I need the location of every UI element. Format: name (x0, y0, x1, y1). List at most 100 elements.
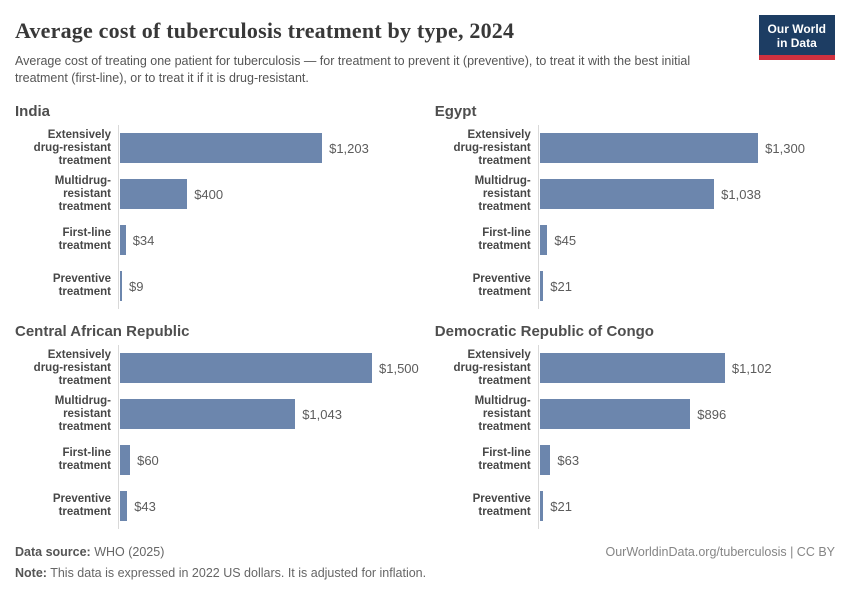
value-label: $1,043 (302, 406, 342, 422)
bar-track: $60 (118, 437, 419, 483)
bar[interactable] (120, 225, 126, 255)
bar-track: $43 (118, 483, 419, 529)
panel-rows: Extensively drug-resistant treatment $1,… (435, 125, 835, 309)
bar[interactable] (539, 225, 548, 255)
panel-democratic-republic-of-congo: Democratic Republic of Congo Extensively… (435, 323, 835, 529)
bar-row: First-line treatment $45 (435, 217, 835, 263)
bar-row: First-line treatment $63 (435, 437, 835, 483)
category-label: Preventive treatment (472, 273, 531, 298)
category-label: Extensively drug-resistant treatment (33, 348, 111, 387)
bar-track: $896 (537, 391, 835, 437)
note-text: This data is expressed in 2022 US dollar… (46, 566, 427, 580)
bar-row: Multidrug-resistant treatment $400 (15, 171, 419, 217)
panel-title: Central African Republic (15, 323, 190, 340)
bar[interactable] (539, 179, 715, 209)
category-label: Extensively drug-resistant treatment (33, 128, 111, 167)
value-label: $34 (132, 232, 155, 248)
category-label: First-line treatment (478, 227, 531, 252)
category-label: Preventive treatment (52, 493, 111, 518)
title-block: Average cost of tuberculosis treatment b… (15, 12, 759, 86)
panel-rows: Extensively drug-resistant treatment $1,… (15, 345, 419, 529)
owid-logo-line2: in Data (776, 36, 817, 50)
bar-row: Extensively drug-resistant treatment $1,… (15, 125, 419, 171)
bar-track: $1,300 (537, 125, 835, 171)
category-label: First-line treatment (58, 227, 111, 252)
bar-track: $1,102 (537, 345, 835, 391)
bar-track: $21 (537, 263, 835, 309)
panel-title: Democratic Republic of Congo (434, 323, 654, 340)
category-label: First-line treatment (58, 447, 111, 472)
panels-grid: India Extensively drug-resistant treatme… (15, 103, 835, 529)
panel-title: Egypt (434, 103, 477, 120)
note-label: Note: (15, 566, 47, 580)
panel-rows: Extensively drug-resistant treatment $1,… (435, 345, 835, 529)
data-source-line: Data source: WHO (2025) (15, 545, 426, 559)
bar-track: $1,500 (118, 345, 419, 391)
category-label: Preventive treatment (52, 273, 111, 298)
value-label: $896 (697, 406, 727, 422)
value-label: $1,102 (731, 360, 772, 376)
value-label: $45 (554, 232, 577, 248)
bar[interactable] (539, 491, 544, 521)
bar-row: Extensively drug-resistant treatment $1,… (435, 125, 835, 171)
footer-notes: Data source: WHO (2025) Note: This data … (15, 545, 426, 587)
bar-row: Preventive treatment $9 (15, 263, 419, 309)
bar[interactable] (120, 491, 128, 521)
bar-row: Extensively drug-resistant treatment $1,… (15, 345, 419, 391)
bar[interactable] (539, 271, 544, 301)
bar-row: Multidrug-resistant treatment $1,043 (15, 391, 419, 437)
category-label: Preventive treatment (472, 493, 531, 518)
bar[interactable] (120, 179, 188, 209)
bar-track: $63 (537, 437, 835, 483)
value-label: $1,500 (379, 360, 419, 376)
panel-central-african-republic: Central African Republic Extensively dru… (15, 323, 419, 529)
value-label: $43 (134, 498, 156, 514)
bar-row: First-line treatment $34 (15, 217, 419, 263)
bar[interactable] (539, 133, 759, 163)
panel-india: India Extensively drug-resistant treatme… (15, 103, 419, 309)
bar-track: $34 (118, 217, 419, 263)
value-label: $400 (194, 186, 224, 202)
data-source-text: WHO (2025) (90, 545, 165, 559)
bar[interactable] (120, 353, 372, 383)
bar-row: Preventive treatment $43 (15, 483, 419, 529)
value-label: $60 (137, 452, 159, 468)
value-label: $9 (129, 278, 144, 294)
bar-track: $400 (118, 171, 419, 217)
value-label: $1,203 (329, 140, 369, 156)
bar-row: Multidrug-resistant treatment $896 (435, 391, 835, 437)
bar-row: First-line treatment $60 (15, 437, 419, 483)
bar-track: $45 (537, 217, 835, 263)
owid-logo[interactable]: Our World in Data (758, 15, 835, 60)
bar-track: $21 (537, 483, 835, 529)
chart-subtitle: Average cost of treating one patient for… (15, 54, 691, 85)
chart-header: Average cost of tuberculosis treatment b… (15, 12, 835, 86)
bar-track: $1,038 (537, 171, 835, 217)
value-label: $1,300 (765, 140, 805, 156)
bar-row: Preventive treatment $21 (435, 483, 835, 529)
bar-row: Preventive treatment $21 (435, 263, 835, 309)
bar[interactable] (539, 399, 691, 429)
bar[interactable] (539, 353, 725, 383)
category-label: Extensively drug-resistant treatment (453, 348, 531, 387)
owid-logo-line1: Our World (767, 22, 826, 36)
bar-track: $9 (118, 263, 419, 309)
value-label: $63 (557, 452, 580, 468)
bar[interactable] (120, 399, 296, 429)
chart-footer: Data source: WHO (2025) Note: This data … (15, 545, 835, 587)
category-label: Multidrug-resistant treatment (474, 174, 531, 213)
value-label: $1,038 (721, 186, 761, 202)
bar[interactable] (539, 445, 551, 475)
category-label: Multidrug-resistant treatment (54, 394, 111, 433)
credit-link[interactable]: OurWorldinData.org/tuberculosis | CC BY (605, 545, 836, 559)
data-source-label: Data source: (15, 545, 91, 559)
category-label: First-line treatment (478, 447, 531, 472)
bar[interactable] (120, 271, 122, 301)
panel-title: India (15, 103, 51, 120)
bar[interactable] (120, 133, 323, 163)
panel-rows: Extensively drug-resistant treatment $1,… (15, 125, 419, 309)
bar[interactable] (120, 445, 131, 475)
chart-title: Average cost of tuberculosis treatment b… (15, 18, 515, 43)
bar-row: Extensively drug-resistant treatment $1,… (435, 345, 835, 391)
